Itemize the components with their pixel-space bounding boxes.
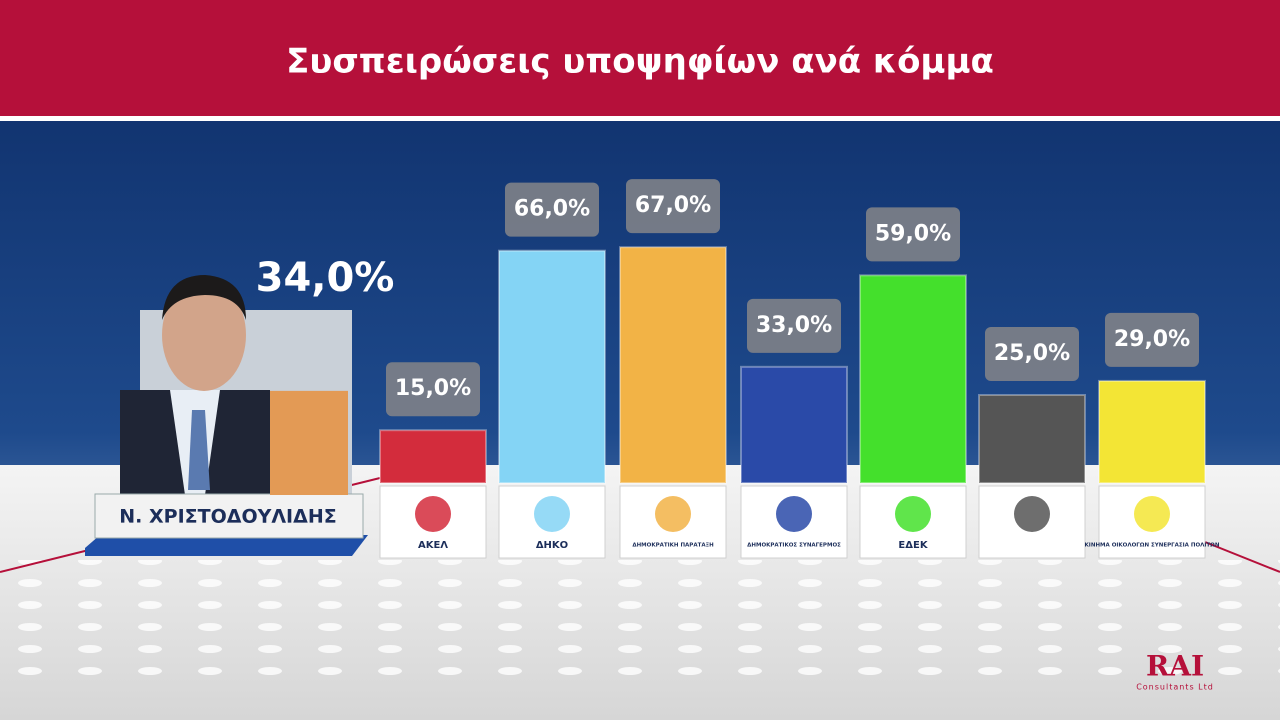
value-label-box: [866, 207, 960, 262]
header-rule: [0, 116, 1280, 121]
value-label-box: [505, 182, 599, 237]
value-label-box: [747, 298, 841, 353]
value-label: 66,0%: [514, 197, 590, 222]
brand-subtitle: Consultants Ltd: [1136, 683, 1214, 692]
logo-emblem: [655, 496, 691, 532]
category-label: ΔΗΜΟΚΡΑΤΙΚΟΣ ΣΥΝΑΓΕΡΜΟΣ: [747, 543, 841, 549]
bar: [1098, 379, 1206, 485]
value-label: 15,0%: [395, 376, 471, 401]
value-label: 29,0%: [1114, 327, 1190, 352]
category-label: ΕΔΕΚ: [898, 540, 928, 551]
logo-emblem: [1014, 496, 1050, 532]
logo-emblem: [415, 496, 451, 532]
bar: [270, 390, 348, 495]
value-label-box: [1105, 312, 1199, 367]
header: [0, 0, 1280, 116]
category-label: ΑΚΕΛ: [418, 540, 448, 551]
category-label: Ν. ΧΡΙΣΤΟΔΟΥΛΙΔΗΣ: [119, 506, 336, 528]
value-label-box: [985, 327, 1079, 381]
value-label: 67,0%: [635, 193, 711, 218]
value-label-box: [386, 362, 480, 417]
value-label: 25,0%: [994, 341, 1070, 366]
logo-emblem: [895, 496, 931, 532]
bar: [859, 274, 967, 484]
logo-emblem: [534, 496, 570, 532]
category-label: ΔΗΚΟ: [536, 540, 568, 551]
floor-dots: [0, 560, 1280, 680]
floor-line: [1199, 539, 1280, 573]
bar: [978, 394, 1086, 484]
value-label: 59,0%: [875, 221, 951, 246]
logo-emblem: [1134, 496, 1170, 532]
category-label: ΔΗΜΟΚΡΑΤΙΚΗ ΠΑΡΑΤΑΞΗ: [632, 543, 714, 549]
candidate-plate: [85, 493, 368, 556]
value-label: 34,0%: [256, 255, 395, 301]
bar: [619, 246, 727, 484]
value-label-box: [626, 179, 720, 234]
category-label: ΚΙΝΗΜΑ ΟΙΚΟΛΟΓΩΝ ΣΥΝΕΡΓΑΣΙΑ ΠΟΛΙΤΩΝ: [1085, 543, 1220, 549]
bar: [379, 429, 487, 485]
brand: RAI: [1146, 650, 1204, 683]
logo-emblem: [776, 496, 812, 532]
footer-logo: RAI Consultants Ltd: [1136, 650, 1214, 692]
bar: [498, 249, 606, 484]
bar: [740, 365, 848, 484]
chart-title: Συσπειρώσεις υποψηφίων ανά κόμμα: [286, 42, 994, 82]
value-label: 33,0%: [756, 313, 832, 338]
